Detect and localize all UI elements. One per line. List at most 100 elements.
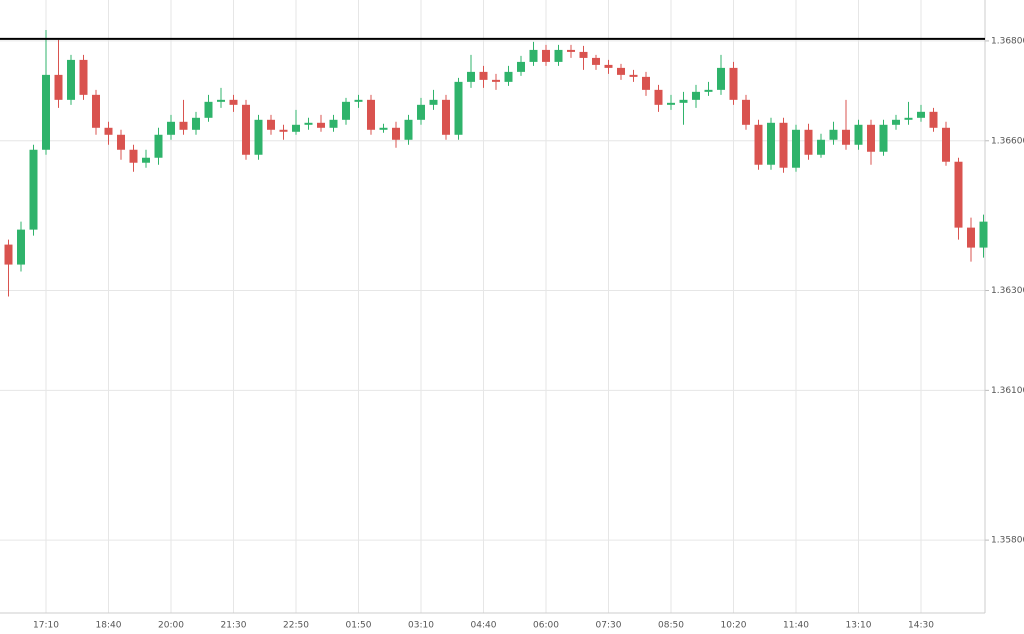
candle-body <box>879 124 888 152</box>
x-tick-label: 13:10 <box>846 621 872 631</box>
candle-body <box>292 124 300 132</box>
candle-body <box>479 71 488 80</box>
candle-body <box>767 122 775 165</box>
candle-body <box>404 119 413 140</box>
candle-body <box>242 104 250 155</box>
candle-body <box>454 81 463 135</box>
candle-body <box>4 244 13 265</box>
x-tick-label: 01:50 <box>346 621 372 631</box>
x-tick-label: 10:20 <box>721 621 747 631</box>
candle-body <box>79 59 88 95</box>
candle-body <box>817 139 825 155</box>
candle-body <box>192 117 200 130</box>
candle-body <box>304 122 313 125</box>
candle-body <box>804 129 813 155</box>
candle-body <box>417 104 425 120</box>
y-tick-label: 1.36600 <box>991 136 1024 146</box>
candle-body <box>604 64 613 68</box>
candle-body <box>17 229 25 265</box>
candle-body <box>729 67 738 100</box>
candle-body <box>929 111 938 128</box>
candle-body <box>254 119 263 155</box>
candle-body <box>129 149 138 163</box>
candle-body <box>142 157 150 163</box>
candle-body <box>492 79 500 82</box>
x-tick-label: 21:30 <box>221 621 247 631</box>
y-tick-label: 1.36100 <box>991 386 1024 396</box>
candle-body <box>542 49 550 62</box>
candle-body <box>867 124 875 152</box>
candle-body <box>267 119 275 130</box>
x-tick-label: 11:40 <box>783 621 809 631</box>
candle-body <box>504 71 513 82</box>
x-tick-label: 20:00 <box>158 621 184 631</box>
candle-body <box>154 134 163 158</box>
candle-body <box>54 74 63 100</box>
x-tick-label: 07:30 <box>596 621 622 631</box>
candle-body <box>517 61 525 72</box>
candle-body <box>467 71 475 82</box>
x-tick-label: 17:10 <box>33 621 59 631</box>
candle-body <box>754 124 763 165</box>
candle-body <box>967 227 975 248</box>
candle-body <box>642 76 650 90</box>
candle-body <box>742 99 750 125</box>
candle-body <box>842 129 850 145</box>
y-tick-label: 1.36300 <box>991 286 1024 296</box>
candle-body <box>317 122 325 128</box>
x-tick-label: 18:40 <box>96 621 122 631</box>
candle-body <box>829 129 838 140</box>
y-tick-label: 1.36800 <box>991 36 1024 46</box>
x-tick-label: 08:50 <box>658 621 684 631</box>
candle-body <box>42 74 50 150</box>
candle-body <box>854 124 863 145</box>
candle-body <box>442 99 450 135</box>
candle-body <box>917 111 925 118</box>
candle-body <box>892 119 900 125</box>
candle-body <box>229 99 238 105</box>
candle-body <box>529 49 538 62</box>
candle-body <box>904 117 913 120</box>
x-tick-label: 14:30 <box>908 621 934 631</box>
candle-body <box>204 101 213 118</box>
candle-body <box>779 122 788 168</box>
candle-body <box>342 101 350 120</box>
candle-body <box>217 99 225 102</box>
candle-body <box>279 129 288 132</box>
candle-body <box>979 221 988 248</box>
candle-body <box>104 127 113 135</box>
candle-body <box>954 161 963 228</box>
x-tick-label: 03:10 <box>408 621 434 631</box>
candle-body <box>579 51 588 58</box>
candle-body <box>554 49 563 62</box>
candle-body <box>617 67 625 75</box>
x-tick-label: 06:00 <box>533 621 559 631</box>
candle-body <box>29 149 38 230</box>
candle-body <box>567 49 575 52</box>
candle-body <box>392 127 400 140</box>
x-tick-label: 22:50 <box>283 621 309 631</box>
y-tick-label: 1.35800 <box>991 536 1024 546</box>
candle-body <box>654 89 663 105</box>
candle-body <box>117 134 125 150</box>
candle-body <box>329 119 338 128</box>
candle-body <box>367 99 375 130</box>
candle-body <box>717 67 725 90</box>
candle-body <box>679 99 688 103</box>
candle-body <box>429 99 438 105</box>
candle-body <box>92 94 100 128</box>
candle-body <box>667 102 675 105</box>
candle-body <box>167 121 175 135</box>
candle-body <box>379 127 388 130</box>
candle-body <box>692 91 700 100</box>
candle-body <box>179 121 188 130</box>
candle-body <box>67 59 75 100</box>
candle-body <box>704 89 713 92</box>
candle-body <box>354 99 363 102</box>
candle-body <box>942 127 950 162</box>
candle-body <box>629 74 638 77</box>
candle-body <box>792 129 800 168</box>
